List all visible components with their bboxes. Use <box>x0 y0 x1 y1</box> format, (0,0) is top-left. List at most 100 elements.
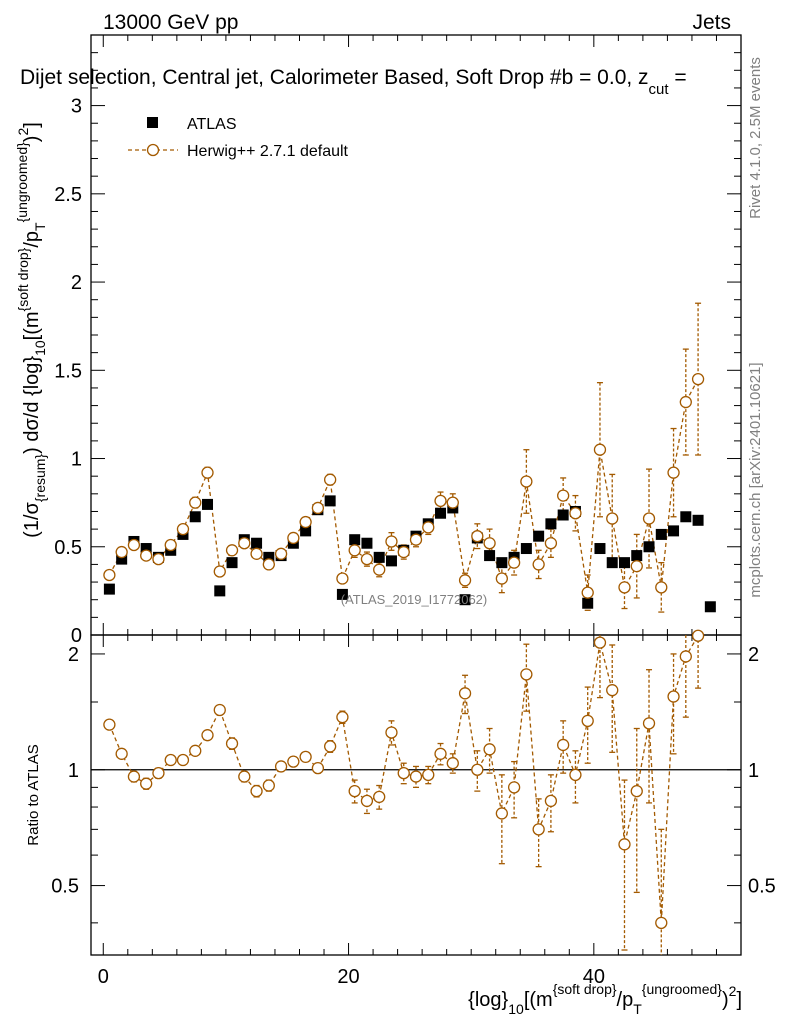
herwig-point <box>422 521 435 534</box>
herwig-ratio-point <box>373 790 386 804</box>
atlas-point <box>140 543 152 555</box>
ratio-axis-ticks: 0.5 0.5 1 1 2 2 <box>51 635 776 955</box>
atlas-point <box>103 583 115 595</box>
herwig-ratio-point <box>299 750 312 764</box>
herwig-point <box>557 489 570 502</box>
herwig-ratio-point <box>336 711 349 724</box>
herwig-ratio-point <box>483 743 496 756</box>
ratio-data-layer <box>103 629 705 955</box>
header-left: 13000 GeV pp <box>103 11 238 34</box>
atlas-point <box>349 534 361 546</box>
atlas-point <box>704 601 716 613</box>
herwig-point <box>152 552 165 566</box>
atlas-point <box>214 585 226 597</box>
y-tick-label-main: 2.5 <box>54 184 82 206</box>
y-tick-label-main: 3 <box>71 96 82 118</box>
herwig-ratio-point <box>409 770 423 783</box>
herwig-point <box>409 533 423 546</box>
herwig-ratio-point <box>262 779 275 792</box>
herwig-ratio-point <box>691 629 705 642</box>
herwig-ratio-point <box>225 737 239 750</box>
herwig-ratio-point <box>458 687 472 700</box>
herwig-point <box>274 547 288 560</box>
herwig-point <box>103 568 116 582</box>
herwig-point <box>176 522 190 536</box>
atlas-point <box>324 495 336 507</box>
atlas-point <box>226 557 238 569</box>
y-tick-label-ratio: 0.5 <box>51 876 79 898</box>
main-ylabel-s5: {ungroomed} <box>14 142 30 223</box>
atlas-point <box>643 541 655 553</box>
herwig-point <box>115 545 128 559</box>
herwig-point <box>532 558 545 571</box>
main-ylabel-s1: {resum} <box>32 454 48 503</box>
herwig-point <box>458 574 472 587</box>
x-label-s1: 10 <box>508 1001 524 1017</box>
herwig-ratio-point <box>127 770 141 783</box>
atlas-point <box>300 525 312 537</box>
main-ylabel-p4: /p <box>21 231 43 248</box>
herwig-ratio-point <box>630 784 643 798</box>
herwig-ratio-point <box>434 747 447 760</box>
legend-marker-herwig <box>146 143 160 157</box>
atlas-point <box>435 507 447 519</box>
atlas-point <box>373 551 385 563</box>
herwig-point <box>140 549 153 562</box>
herwig-ratio-point <box>520 668 533 681</box>
herwig-point <box>201 466 214 479</box>
herwig-ratio-point <box>164 753 177 767</box>
herwig-point <box>569 507 582 520</box>
mcplots-label: mcplots.cern.ch [arXiv:2401.10621] <box>747 362 764 597</box>
atlas-point <box>655 528 667 540</box>
herwig-ratio-point <box>348 784 361 798</box>
atlas-point <box>385 555 397 567</box>
atlas-point <box>496 557 508 569</box>
x-label-p2: [(m <box>524 989 553 1011</box>
herwig-point <box>311 501 325 515</box>
atlas-point <box>116 553 128 565</box>
herwig-point <box>642 512 656 525</box>
herwig-ratio-point <box>655 916 668 930</box>
x-label-p3: /p <box>617 989 634 1011</box>
herwig-ratio-point <box>507 781 521 794</box>
x-tick-label: 20 <box>337 966 359 988</box>
herwig-point <box>225 544 239 557</box>
legend-marker-atlas <box>147 117 158 128</box>
herwig-ratio-point <box>544 794 558 808</box>
herwig-point <box>287 531 300 545</box>
y-tick-label-ratio-right: 1 <box>748 760 759 782</box>
atlas-point <box>557 509 569 521</box>
main-ylabel-s3: {soft drop} <box>15 247 31 311</box>
herwig-ratio-point <box>324 740 337 753</box>
herwig-ratio-point <box>103 718 116 731</box>
atlas-point <box>582 597 594 609</box>
herwig-point <box>495 572 508 585</box>
herwig-point <box>483 537 496 550</box>
herwig-ratio-point <box>606 684 619 697</box>
herwig-point <box>544 537 558 550</box>
herwig-point <box>189 496 202 509</box>
atlas-point <box>251 537 263 549</box>
atlas-point <box>520 543 532 555</box>
chart-title: Dijet selection, Central jet, Calorimete… <box>20 66 687 98</box>
header-right: Jets <box>692 11 731 34</box>
herwig-point <box>262 558 275 571</box>
main-ylabel-s2: 10 <box>32 340 48 356</box>
herwig-ratio-point <box>176 753 190 767</box>
herwig-ratio-point <box>140 777 153 790</box>
atlas-point <box>631 550 643 562</box>
legend-label-atlas: ATLAS <box>187 116 237 133</box>
herwig-point <box>373 563 386 576</box>
herwig-point <box>446 496 459 509</box>
x-label-p5: ] <box>736 989 742 1011</box>
herwig-ratio-point <box>569 768 582 781</box>
main-ylabel-p2: ) dσ/d {log} <box>21 356 43 454</box>
herwig-point <box>213 565 226 578</box>
atlas-point <box>263 551 275 563</box>
y-tick-label-ratio-right: 0.5 <box>748 876 776 898</box>
herwig-ratio-point <box>213 703 226 717</box>
herwig-point <box>507 556 521 569</box>
main-axis-ticks: 0 0.5 1 1.5 2 2.5 3 <box>54 35 741 647</box>
chart-title-tail: = <box>669 66 687 89</box>
